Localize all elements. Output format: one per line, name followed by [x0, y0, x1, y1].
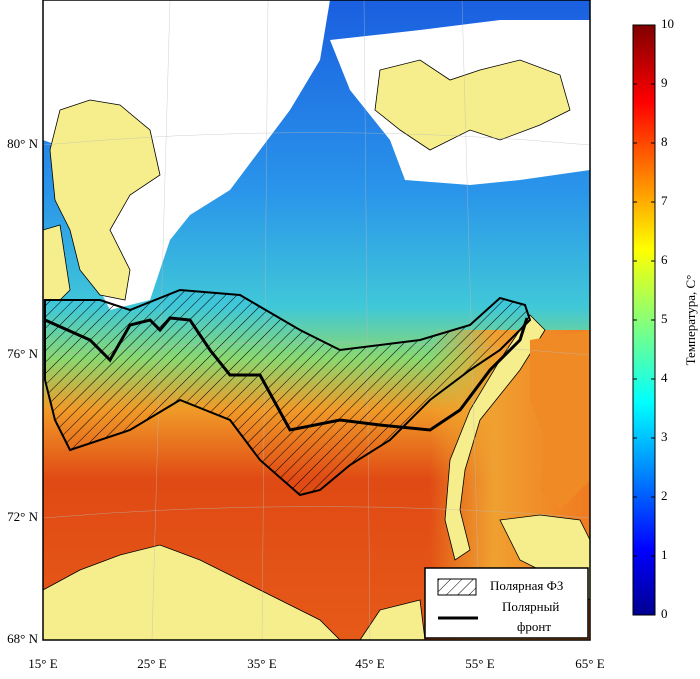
- lon-label: 25° E: [137, 656, 166, 671]
- lon-label: 15° E: [28, 656, 57, 671]
- svalbard: [49, 99, 161, 301]
- colorbar-tick-label: 8: [661, 134, 668, 149]
- legend-front-label: Полярный: [502, 599, 559, 614]
- colorbar-tick-label: 9: [661, 75, 668, 90]
- norway-coast: [43, 544, 341, 640]
- lat-label: 80° N: [7, 136, 38, 151]
- colorbar-tick-label: 4: [661, 370, 668, 385]
- map-frame: [42, 0, 591, 641]
- legend: Полярная ФЗ Полярный фронт: [424, 567, 589, 639]
- colorbar-tick-label: 3: [661, 429, 668, 444]
- lat-label: 72° N: [7, 509, 38, 524]
- island: [43, 224, 71, 301]
- colorbar-label: Температура, С°: [683, 275, 698, 366]
- colorbar-tick-label: 0: [661, 606, 668, 621]
- polar-front: [44, 316, 529, 432]
- colorbar-tick-label: 7: [661, 193, 668, 208]
- lat-label: 76° N: [7, 346, 38, 361]
- colorbar-tick-label: 5: [661, 311, 668, 326]
- lat-label: 68° N: [7, 631, 38, 646]
- legend-zone-swatch: [437, 578, 477, 596]
- lon-label: 45° E: [355, 656, 384, 671]
- colorbar-tick-label: 6: [661, 252, 668, 267]
- lon-label: 35° E: [247, 656, 276, 671]
- lon-label: 55° E: [465, 656, 494, 671]
- polar-frontal-zone: [44, 288, 532, 497]
- colorbar-tick-label: 1: [661, 547, 668, 562]
- lon-label: 65° E: [575, 656, 604, 671]
- colorbar-tick-label: 2: [661, 488, 668, 503]
- kara-warm: [530, 330, 590, 510]
- legend-front-label: фронт: [517, 619, 551, 634]
- franz-josef-land: [374, 59, 571, 151]
- kola: [359, 599, 426, 640]
- legend-zone-label: Полярная ФЗ: [490, 578, 563, 593]
- map-area: [43, 0, 590, 640]
- colorbar-tick-label: 10: [661, 16, 674, 31]
- ice: [43, 0, 330, 310]
